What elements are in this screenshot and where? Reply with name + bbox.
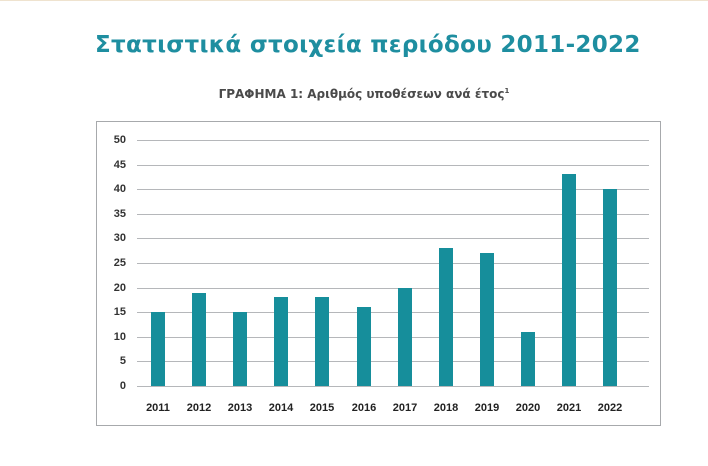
- y-tick-label: 25: [113, 257, 126, 269]
- x-tick-label: 2012: [186, 402, 212, 414]
- y-tick-label: 20: [113, 281, 126, 294]
- bar-2021: [562, 174, 576, 386]
- bar-2017: [398, 288, 412, 386]
- x-tick-label: 2018: [433, 402, 459, 414]
- y-tick-label: 0: [119, 380, 126, 392]
- top-border: [0, 0, 708, 1]
- gridline: [137, 312, 649, 313]
- page-title: Στατιστικά στοιχεία περιόδου 2011-2022: [95, 32, 641, 58]
- x-tick-label: 2017: [392, 402, 418, 414]
- bar-2013: [233, 312, 247, 386]
- bar-2015: [315, 297, 329, 386]
- bar-2012: [192, 293, 206, 386]
- bar-2018: [439, 248, 453, 386]
- y-tick-label: 10: [113, 330, 126, 343]
- chart-title: ΓΡΑΦΗΜΑ 1: Αριθμός υποθέσεων ανά έτος1: [0, 87, 708, 101]
- y-tick-label: 30: [113, 232, 126, 245]
- x-tick-label: 2011: [146, 402, 170, 414]
- gridline: [137, 238, 649, 239]
- y-tick-label: 50: [113, 134, 126, 146]
- footnote-marker: 1: [504, 87, 510, 95]
- gridline: [137, 361, 649, 362]
- chart-frame: [96, 121, 661, 426]
- gridline: [137, 386, 649, 387]
- bar-2016: [357, 307, 371, 386]
- bar-2020: [521, 332, 535, 386]
- chart-title-text: ΓΡΑΦΗΜΑ 1: Αριθμός υποθέσεων ανά έτος: [218, 87, 505, 101]
- gridline: [137, 337, 649, 338]
- bar-2022: [603, 189, 617, 386]
- x-tick-label: 2020: [515, 402, 541, 414]
- bar-2011: [151, 312, 165, 386]
- x-tick-label: 2019: [474, 402, 500, 414]
- gridline: [137, 263, 649, 264]
- y-tick-label: 40: [113, 183, 126, 196]
- gridline: [137, 165, 649, 166]
- gridline: [137, 140, 649, 141]
- gridline: [137, 189, 649, 190]
- y-tick-label: 45: [113, 158, 126, 171]
- x-tick-label: 2016: [351, 402, 377, 414]
- gridline: [137, 288, 649, 289]
- y-tick-label: 15: [113, 306, 126, 319]
- x-tick-label: 2022: [597, 402, 623, 414]
- y-tick-label: 35: [113, 207, 126, 220]
- bar-2019: [480, 253, 494, 386]
- x-tick-label: 2015: [309, 402, 335, 414]
- y-tick-label: 5: [119, 355, 126, 368]
- x-tick-label: 2013: [227, 402, 253, 414]
- gridline: [137, 214, 649, 215]
- bar-2014: [274, 297, 288, 386]
- x-tick-label: 2014: [268, 402, 294, 414]
- x-tick-label: 2021: [556, 402, 582, 414]
